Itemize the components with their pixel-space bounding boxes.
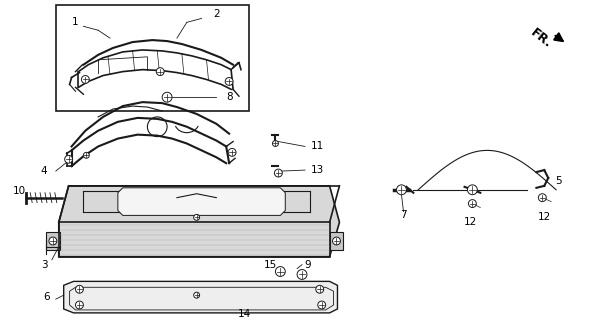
Text: 12: 12: [538, 212, 551, 222]
Circle shape: [194, 214, 200, 220]
Circle shape: [318, 301, 326, 309]
Text: 10: 10: [13, 186, 26, 196]
Circle shape: [333, 237, 341, 245]
Circle shape: [75, 301, 83, 309]
Polygon shape: [59, 186, 339, 257]
Circle shape: [469, 200, 476, 207]
Circle shape: [467, 185, 477, 195]
Bar: [330, 232, 344, 250]
Text: 7: 7: [400, 210, 407, 220]
Text: 12: 12: [464, 217, 477, 227]
Circle shape: [194, 292, 200, 298]
Text: 5: 5: [555, 176, 561, 186]
Circle shape: [538, 194, 546, 202]
Circle shape: [49, 237, 57, 245]
Circle shape: [75, 285, 83, 293]
Circle shape: [396, 185, 407, 195]
Text: FR.: FR.: [528, 26, 554, 50]
Text: 1: 1: [72, 17, 79, 28]
Text: 11: 11: [311, 141, 324, 151]
Text: 3: 3: [41, 260, 47, 270]
Text: 4: 4: [41, 166, 47, 176]
Text: 8: 8: [226, 92, 232, 102]
Text: 14: 14: [239, 309, 251, 319]
Circle shape: [156, 68, 164, 76]
Text: 6: 6: [44, 292, 50, 302]
Circle shape: [273, 140, 279, 147]
Text: 15: 15: [264, 260, 277, 270]
Circle shape: [197, 318, 206, 320]
Circle shape: [162, 92, 172, 102]
Circle shape: [276, 267, 285, 276]
Circle shape: [228, 148, 236, 156]
Polygon shape: [64, 281, 337, 313]
Circle shape: [65, 155, 73, 163]
Text: 13: 13: [311, 165, 324, 175]
Circle shape: [274, 169, 282, 177]
Circle shape: [316, 285, 324, 293]
Circle shape: [297, 269, 307, 279]
Bar: [56, 4, 249, 111]
Circle shape: [81, 76, 89, 84]
Text: 9: 9: [305, 260, 311, 270]
Circle shape: [225, 77, 233, 85]
Polygon shape: [118, 188, 285, 215]
Bar: [46, 232, 59, 250]
Circle shape: [83, 152, 89, 158]
Text: 2: 2: [213, 10, 220, 20]
